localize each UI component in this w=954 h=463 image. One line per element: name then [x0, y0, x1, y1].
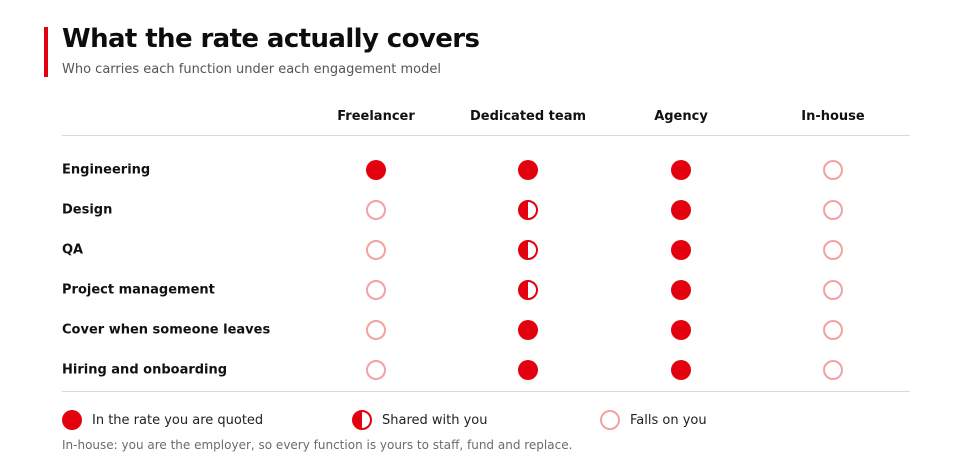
- half-circle-icon: [352, 410, 372, 430]
- column-header-freelancer: Freelancer: [337, 109, 415, 124]
- column-header-agency: Agency: [654, 109, 708, 124]
- full-circle-icon: [518, 160, 538, 180]
- full-circle-icon: [671, 280, 691, 300]
- empty-circle-icon: [600, 410, 620, 430]
- full-circle-icon: [518, 360, 538, 380]
- header-divider: [62, 135, 910, 136]
- empty-circle-icon: [366, 200, 386, 220]
- half-circle-icon: [518, 280, 538, 300]
- full-circle-icon: [671, 320, 691, 340]
- page-title: What the rate actually covers: [62, 24, 480, 54]
- empty-circle-icon: [366, 280, 386, 300]
- empty-circle-icon: [366, 360, 386, 380]
- page-subtitle: Who carries each function under each eng…: [62, 62, 441, 77]
- row-label: Engineering: [62, 162, 151, 178]
- empty-circle-icon: [366, 240, 386, 260]
- full-circle-icon: [671, 240, 691, 260]
- row-label: Project management: [62, 282, 215, 298]
- column-header-in-house: In-house: [801, 109, 865, 124]
- full-circle-icon: [671, 160, 691, 180]
- row-label: Cover when someone leaves: [62, 322, 271, 338]
- row-label: QA: [62, 242, 84, 258]
- row-label: Design: [62, 202, 113, 218]
- empty-circle-icon: [823, 360, 843, 380]
- legend-label: Falls on you: [630, 412, 707, 428]
- empty-circle-icon: [366, 320, 386, 340]
- half-circle-icon: [518, 240, 538, 260]
- empty-circle-icon: [823, 200, 843, 220]
- legend-label: Shared with you: [382, 412, 488, 428]
- full-circle-icon: [518, 320, 538, 340]
- legend-item-half: Shared with you: [352, 410, 488, 430]
- empty-circle-icon: [823, 240, 843, 260]
- full-circle-icon: [62, 410, 82, 430]
- empty-circle-icon: [823, 160, 843, 180]
- empty-circle-icon: [823, 320, 843, 340]
- column-header-dedicated-team: Dedicated team: [469, 109, 587, 124]
- full-circle-icon: [671, 360, 691, 380]
- full-circle-icon: [366, 160, 386, 180]
- title-accent-bar: [44, 27, 48, 77]
- empty-circle-icon: [823, 280, 843, 300]
- half-circle-icon: [518, 200, 538, 220]
- legend-item-full: In the rate you are quoted: [62, 410, 263, 430]
- row-label: Hiring and onboarding: [62, 362, 228, 378]
- legend-item-none: Falls on you: [600, 410, 707, 430]
- legend-label: In the rate you are quoted: [92, 412, 264, 428]
- footnote: In-house: you are the employer, so every…: [62, 438, 573, 452]
- footer-divider: [62, 391, 910, 392]
- full-circle-icon: [671, 200, 691, 220]
